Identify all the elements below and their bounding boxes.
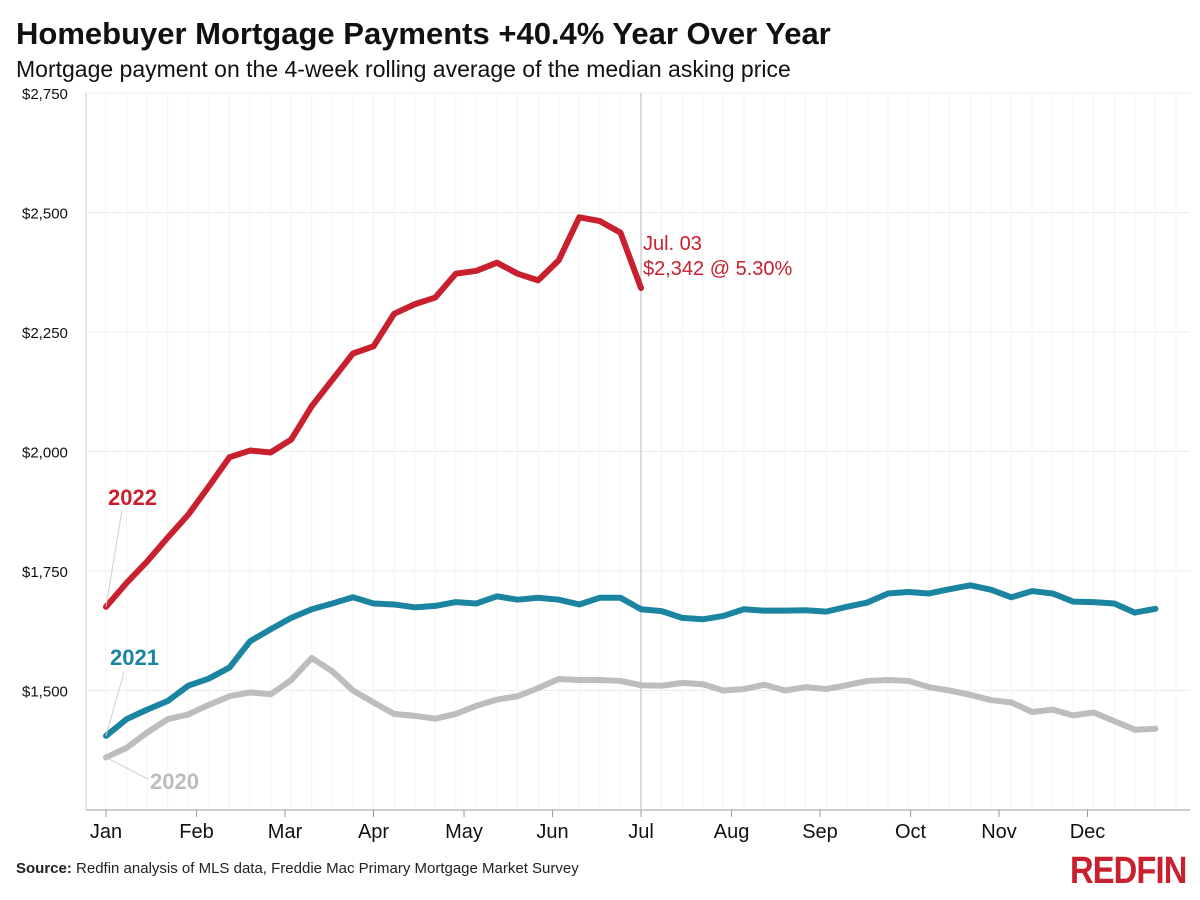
series-label-2021: 2021 [110, 645, 159, 670]
y-tick-label: $2,500 [22, 206, 68, 223]
line-chart: $1,500 $1,750 $2,000 $2,250 $2,500 $2,750 Jan F… [22, 86, 1190, 843]
x-tick-label: Jan [90, 821, 122, 843]
series-line-2020 [103, 654, 1159, 761]
annotation-date: Jul. 03 [643, 233, 702, 255]
redfin-logo: REDFIN [1069, 850, 1187, 892]
x-tick-label: Jul [628, 821, 654, 843]
x-tick-label: Apr [358, 821, 389, 843]
source-text: Redfin analysis of MLS data, Freddie Mac… [71, 860, 579, 877]
y-tick-label: $1,750 [22, 564, 68, 581]
x-tick-label: Jun [536, 821, 568, 843]
x-tick-label: Dec [1070, 821, 1106, 843]
y-tick-label: $2,000 [22, 445, 68, 462]
y-tick-label: $1,500 [22, 684, 68, 701]
x-tick-label: Feb [179, 821, 213, 843]
leader-line-2022 [105, 509, 123, 607]
chart-subtitle: Mortgage payment on the 4-week rolling a… [16, 56, 791, 82]
y-tick-label: $2,750 [22, 86, 68, 103]
series-lines [103, 214, 1159, 761]
x-tick-label: May [445, 821, 483, 843]
x-tick-label: Sep [802, 821, 838, 843]
leader-line-2021 [105, 671, 125, 737]
series-line-2022 [103, 214, 644, 610]
series-label-2022: 2022 [108, 485, 157, 510]
chart-title: Homebuyer Mortgage Payments +40.4% Year … [16, 16, 831, 51]
x-tick-label: Nov [981, 821, 1017, 843]
x-tick-label: Aug [714, 821, 750, 843]
series-labels: 2022 2021 2020 Jul. 03 $2,342 @ 5.30% [105, 233, 793, 794]
source-note: Source: Redfin analysis of MLS data, Fre… [16, 860, 579, 877]
x-tick-label: Oct [895, 821, 927, 843]
series-line-2021 [103, 582, 1159, 739]
x-tick-label: Mar [268, 821, 303, 843]
source-label: Source: [16, 860, 72, 877]
y-tick-label: $2,250 [22, 325, 68, 342]
axes: $1,500 $1,750 $2,000 $2,250 $2,500 $2,750 Jan F… [22, 86, 1190, 843]
annotation-value: $2,342 @ 5.30% [643, 258, 793, 280]
leader-line-2020 [105, 756, 149, 780]
series-label-2020: 2020 [150, 769, 199, 794]
